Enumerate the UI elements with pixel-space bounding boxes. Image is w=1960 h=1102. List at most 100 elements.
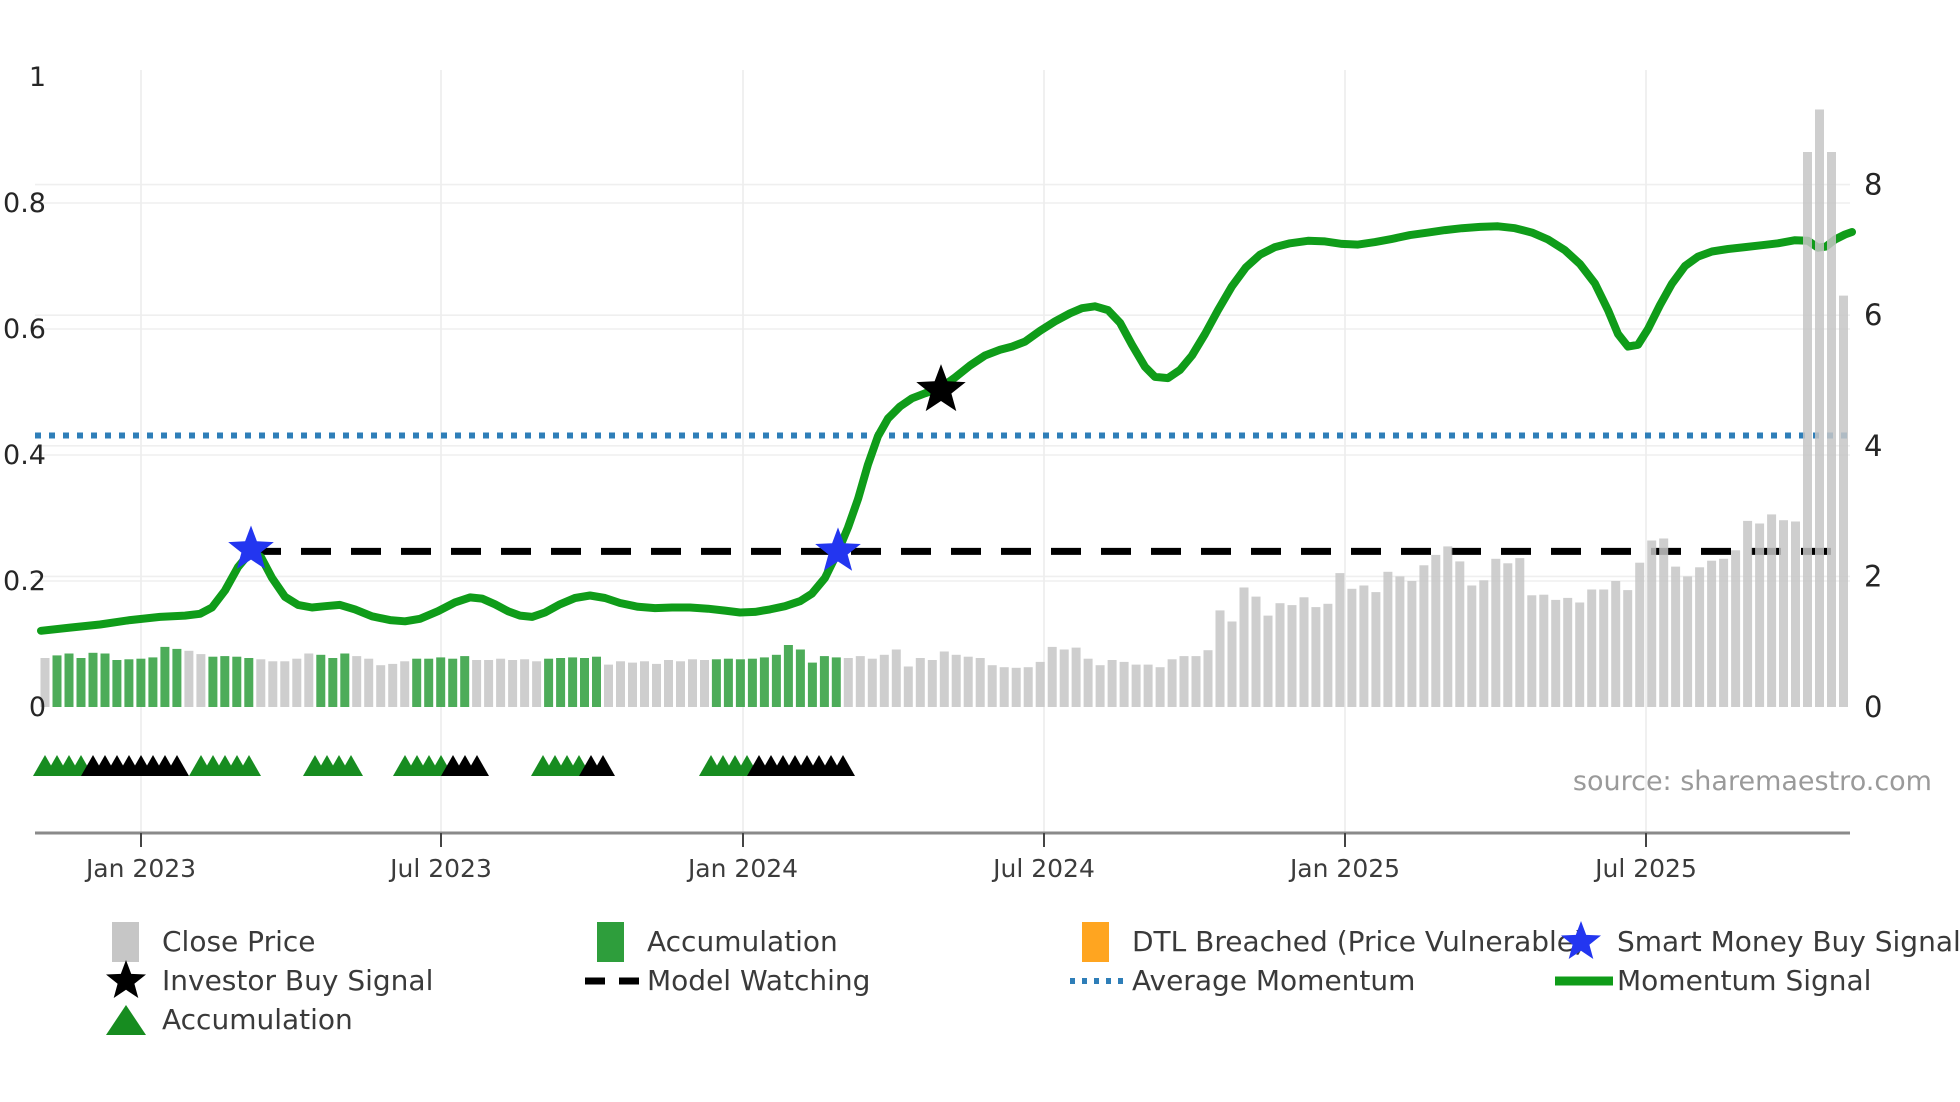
close-price-bar (280, 661, 290, 707)
close-price-bar (1563, 597, 1573, 707)
accumulation-bar (783, 645, 793, 707)
accumulation-bar (759, 657, 769, 707)
legend-item-investor-buy-signal: Investor Buy Signal (100, 959, 433, 1000)
close-price-bar (1431, 554, 1441, 707)
right-tick-label: 2 (1864, 559, 1882, 593)
close-price-bar (1479, 580, 1489, 707)
close-price-bar (915, 658, 925, 707)
close-price-bar (1311, 607, 1321, 707)
left-tick-label: 1 (29, 62, 46, 93)
close-price-bar (1467, 585, 1477, 707)
close-price-bar (1095, 665, 1105, 707)
close-price-bar (472, 660, 482, 707)
smart-money-buy-star (228, 525, 274, 569)
right-tick-label: 6 (1864, 298, 1882, 332)
legend-swatch (1070, 919, 1132, 965)
triangle-icon (106, 1004, 146, 1035)
close-price-bar (1731, 550, 1741, 707)
close-price-bar (1719, 558, 1729, 707)
close-price-bar (1299, 597, 1309, 707)
legend-swatch (100, 919, 162, 965)
accumulation-bar (88, 652, 98, 707)
close-price-bar (1419, 565, 1429, 707)
right-tick-label: 0 (1864, 690, 1882, 724)
close-price-bar (1767, 514, 1777, 707)
close-price-bar (1743, 520, 1753, 707)
legend-label: Momentum Signal (1617, 964, 1872, 997)
close-price-bar (1611, 581, 1621, 707)
close-price-bar (1287, 605, 1297, 707)
legend-label: Smart Money Buy Signal (1617, 925, 1960, 958)
close-price-bar (903, 666, 913, 707)
close-price-bar (400, 661, 410, 707)
accumulation-bar (556, 658, 566, 707)
close-price-bar (1131, 664, 1141, 707)
left-tick-label: 0.2 (3, 566, 46, 597)
legend-item-dtl-breached-price-vulnerable: DTL Breached (Price Vulnerable) (1070, 921, 1585, 962)
solid-line-icon (1555, 976, 1613, 985)
close-price-bar (1443, 546, 1453, 707)
accumulation-bar (76, 658, 86, 707)
distribution-triangle (465, 755, 489, 776)
close-price-bar (867, 658, 877, 707)
close-price-bar (1275, 603, 1285, 707)
close-price-bar (1359, 585, 1369, 707)
legend-label: DTL Breached (Price Vulnerable) (1132, 925, 1585, 958)
accumulation-bar (735, 659, 745, 707)
close-price-bar (364, 658, 374, 707)
close-price-bar (1659, 538, 1669, 707)
close-price-bar (1551, 599, 1561, 707)
legend-column: Close Price Investor Buy Signal Accumulati… (100, 919, 433, 1039)
close-price-bar (1239, 587, 1249, 707)
legend-swatch (1555, 958, 1617, 1004)
accumulation-bar (52, 655, 62, 707)
close-price-bar (1455, 561, 1465, 707)
close-price-bar (484, 660, 494, 707)
accumulation-bar (100, 653, 110, 707)
close-price-bar (855, 656, 865, 707)
accumulation-bar (580, 658, 589, 707)
close-price-bar (256, 659, 266, 707)
close-price-bar (1203, 650, 1213, 707)
legend-swatch (100, 997, 162, 1043)
accumulation-bar (172, 648, 182, 707)
legend-swatch (100, 958, 162, 1004)
close-price-bar (1635, 562, 1645, 707)
close-price-bar (1683, 576, 1693, 707)
star-icon (106, 959, 146, 998)
close-price-bar (352, 656, 362, 707)
close-price-bar (1179, 656, 1189, 707)
close-price-bar (1695, 567, 1705, 707)
close-price-bar (1779, 520, 1788, 707)
x-tick-label: Jul 2025 (1593, 854, 1697, 883)
close-price-bar (1335, 573, 1345, 707)
accumulation-bar (160, 646, 170, 707)
close-price-bar (1215, 610, 1225, 707)
accumulation-bar (460, 656, 470, 707)
accumulation-bar (436, 657, 446, 707)
accumulation-bar (771, 654, 781, 707)
accumulation-bar (544, 658, 554, 707)
close-price-bar (664, 660, 673, 707)
close-price-bar (1119, 661, 1129, 707)
close-price-bar (1587, 589, 1597, 707)
accumulation-bar (412, 658, 422, 707)
accumulation-bar (711, 659, 721, 707)
close-price-bar (1575, 602, 1585, 707)
close-price-bar (676, 661, 685, 707)
left-tick-label: 0.4 (3, 440, 46, 471)
close-price-bar (292, 658, 302, 707)
close-price-bar (604, 664, 613, 707)
legend-item-accumulation: Accumulation (100, 1000, 433, 1039)
accumulation-bar (136, 658, 146, 707)
accumulation-bar (64, 653, 74, 707)
distribution-triangle (591, 755, 615, 776)
close-price-bar (1515, 558, 1525, 707)
investor-buy-star (916, 364, 966, 412)
close-price-bar (1815, 109, 1824, 707)
close-price-bar (1107, 660, 1117, 707)
legend-column: DTL Breached (Price Vulnerable) Average M… (1070, 921, 1585, 1000)
accumulation-bar (723, 658, 733, 707)
square-swatch-icon (1082, 921, 1109, 962)
